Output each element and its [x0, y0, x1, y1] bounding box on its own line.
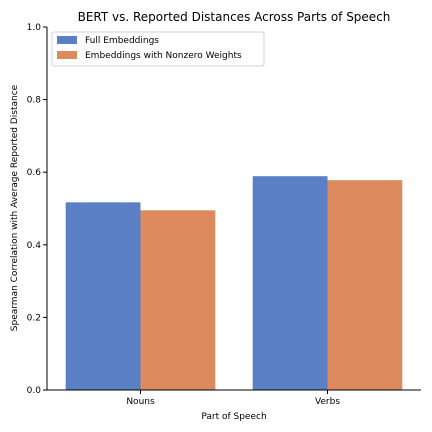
x-tick-label: Verbs: [315, 397, 340, 407]
y-tick-label: 0.4: [27, 241, 42, 251]
legend-items: Full Embeddings Embeddings with Nonzero W…: [57, 36, 242, 61]
chart-title: BERT vs. Reported Distances Across Parts…: [78, 10, 391, 24]
legend-label: Full Embeddings: [85, 36, 159, 46]
legend: Full Embeddings Embeddings with Nonzero W…: [51, 31, 265, 67]
bar-verbs-series-1: [252, 176, 328, 390]
y-tick-label: 0.2: [27, 313, 41, 323]
y-tick-label: 0.0: [27, 386, 42, 396]
legend-swatch: [57, 51, 77, 59]
y-tick-label: 0.8: [27, 96, 42, 106]
y-ticks-group: 0.0 0.2 0.4 0.6 0.8 1.0: [27, 23, 47, 396]
legend-label: Embeddings with Nonzero Weights: [85, 51, 242, 61]
bar-verbs-series-2: [327, 180, 403, 390]
bar-nouns-series-2: [140, 210, 216, 390]
x-tick-label: Nouns: [126, 397, 155, 407]
legend-swatch: [57, 36, 77, 44]
y-axis-label: Spearman Correlation with Average Report…: [10, 84, 20, 331]
bar-nouns-series-1: [65, 202, 141, 390]
x-ticks-group: Nouns Verbs: [126, 390, 340, 407]
y-tick-label: 0.6: [27, 168, 42, 178]
y-tick-label: 1.0: [27, 23, 42, 33]
bars-group: [65, 176, 403, 390]
x-axis-label: Part of Speech: [201, 412, 266, 422]
legend-box: [51, 31, 265, 67]
